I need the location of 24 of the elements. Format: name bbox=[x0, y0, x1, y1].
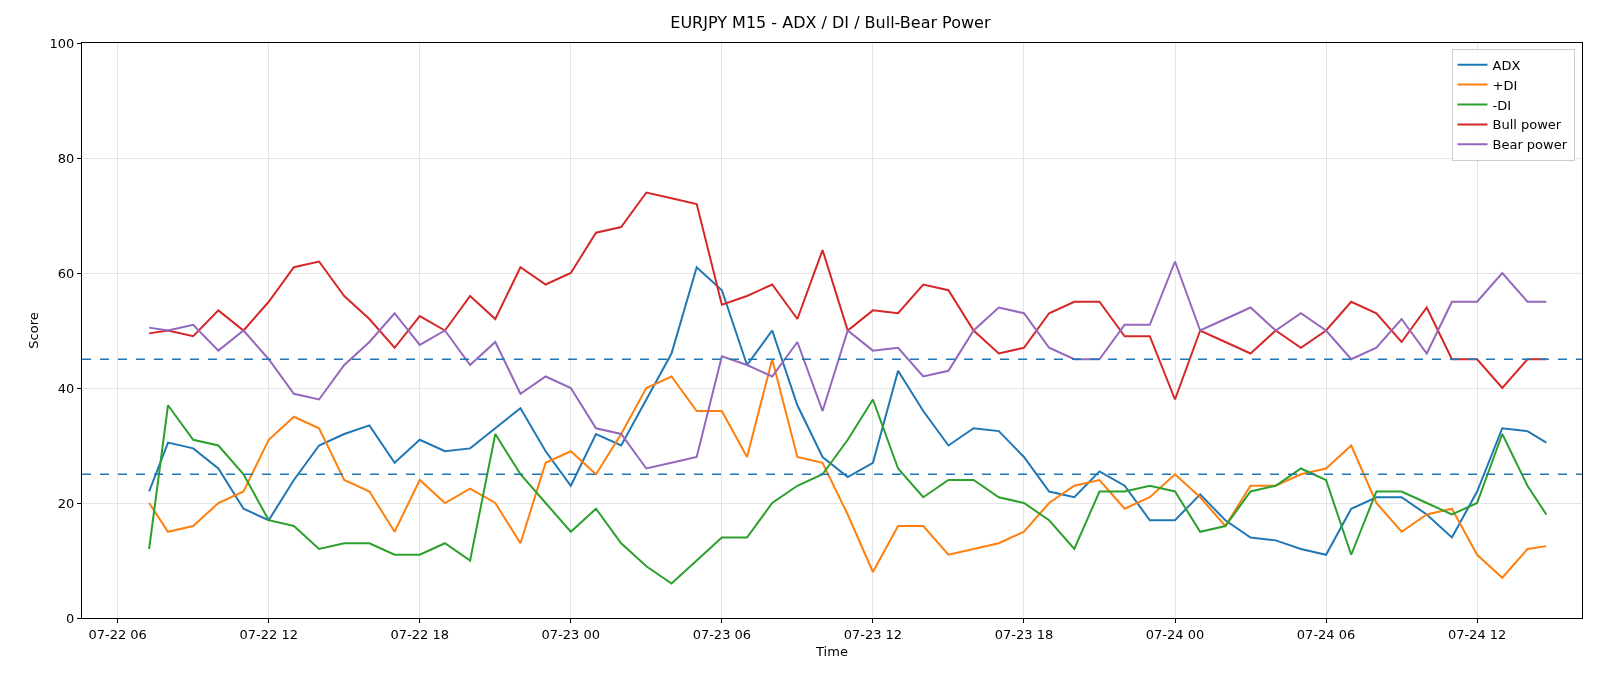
y-tick-label: 80 bbox=[57, 150, 75, 166]
y-tick-label: 100 bbox=[49, 35, 75, 51]
y-tick-label: 60 bbox=[57, 265, 75, 281]
y-tick-label: 20 bbox=[57, 495, 75, 511]
x-tick-label: 07-23 06 bbox=[692, 626, 752, 642]
x-tick-label: 07-24 12 bbox=[1447, 626, 1507, 642]
y-axis-title: Score bbox=[25, 312, 41, 349]
x-tick-label: 07-23 12 bbox=[843, 626, 903, 642]
legend-label: -DI bbox=[1492, 97, 1512, 113]
x-tick-label: 07-24 00 bbox=[1145, 626, 1205, 642]
x-tick-label: 07-23 00 bbox=[541, 626, 601, 642]
legend-label: Bear power bbox=[1492, 137, 1568, 153]
x-tick-label: 07-22 18 bbox=[390, 626, 449, 642]
legend-label: Bull power bbox=[1492, 117, 1562, 133]
x-tick-label: 07-24 06 bbox=[1296, 626, 1356, 642]
x-tick-label: 07-22 12 bbox=[239, 626, 298, 642]
x-tick-label: 07-22 06 bbox=[88, 626, 147, 642]
x-tick-label: 07-23 18 bbox=[994, 626, 1054, 642]
y-tick-label: 0 bbox=[66, 610, 75, 626]
chart-title: EURJPY M15 - ADX / DI / Bull-Bear Power bbox=[670, 13, 991, 33]
x-axis-title: Time bbox=[815, 644, 848, 660]
y-tick-label: 40 bbox=[57, 380, 75, 396]
legend-label: +DI bbox=[1492, 77, 1518, 93]
legend-label: ADX bbox=[1492, 57, 1521, 73]
